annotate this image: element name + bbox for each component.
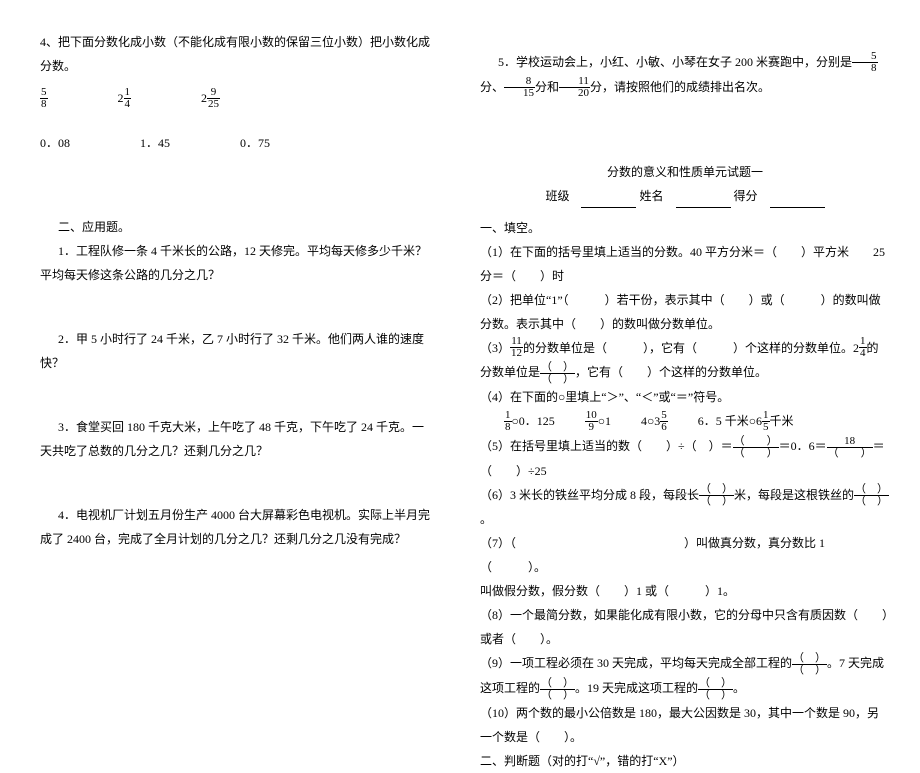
blank-name (676, 193, 731, 208)
fb8: （8）一个最简分数，如果能化成有限小数，它的分母中只含有质因数（ ）或者（ ）。 (480, 603, 890, 651)
label-class: 班级 (545, 189, 569, 203)
blank-frac-1: （ ）（ ） (540, 362, 575, 385)
fb5: （5）在括号里填上适当的数（ ）÷（ ）＝（ ）（ ）＝0．6＝18（ ）＝（ … (480, 434, 890, 483)
frac-18-blank: 18（ ） (827, 436, 873, 459)
page-container: 4、把下面分数化成小数（不能化成有限小数的保留三位小数）把小数化成分数。 58 … (0, 0, 920, 650)
frac-11-12: 1112 (510, 336, 523, 359)
unit-test-title: 分数的意义和性质单元试题一 (480, 160, 890, 184)
fb1: （1）在下面的括号里填上适当的分数。40 平方分米＝（ ）平方米 25 分＝（ … (480, 240, 890, 288)
frac-5-8b: 58 (852, 51, 878, 74)
frac-8-15: 815 (504, 76, 535, 99)
dec-075: 0．75 (240, 131, 270, 155)
fb6: （6）3 米长的铁丝平均分成 8 段，每段长（ ）（ ）米，每段是这根铁丝的（ … (480, 483, 890, 532)
frac-11-20: 1120 (559, 76, 590, 99)
fb7b: 叫做假分数，假分数（ ）1 或（ ）1。 (480, 579, 890, 603)
label-score: 得分 (734, 189, 758, 203)
fb7: （7）（ ）叫做真分数，真分数比 1（ ）。 (480, 531, 890, 579)
mixed-2-9-25: 2925 (201, 86, 220, 111)
dec-145: 1．45 (140, 131, 170, 155)
mixed-2-1-4: 214 (118, 86, 132, 111)
fb3: （3）1112的分数单位是（ ），它有（ ）个这样的分数单位。214的分数单位是… (480, 336, 890, 386)
blank-frac-7: （ ）（ ） (698, 678, 733, 701)
fb10: （10）两个数的最小公倍数是 180，最大公因数是 30，其中一个数是 90，另… (480, 701, 890, 749)
app-q5: 5．学校运动会上，小红、小敏、小琴在女子 200 米赛跑中，分别是58分、815… (480, 50, 890, 100)
fb4-row: 18○0．125 109○1 4○356 6．5 千米○615千米 (480, 409, 890, 434)
section-2-judge: 二、判断题（对的打“√”，错的打“X”） (480, 749, 890, 773)
left-column: 4、把下面分数化成小数（不能化成有限小数的保留三位小数）把小数化成分数。 58 … (0, 0, 460, 650)
blank-score (770, 193, 825, 208)
fb2: （2）把单位“1”（ ）若干份，表示其中（ ）或（ ）的数叫做分数。表示其中（ … (480, 288, 890, 336)
right-column: 5．学校运动会上，小红、小敏、小琴在女子 200 米赛跑中，分别是58分、815… (460, 0, 920, 650)
app-q2: 2．甲 5 小时行了 24 千米，乙 7 小时行了 32 千米。他们两人谁的速度… (40, 327, 430, 375)
frac-5-8: 58 (40, 86, 48, 111)
q4-decimals-row: 0．08 1．45 0．75 (40, 131, 430, 155)
section-1-fill: 一、填空。 (480, 216, 890, 240)
fb4: （4）在下面的○里填上“＞”、“＜”或“＝”符号。 (480, 385, 890, 409)
dec-008: 0．08 (40, 131, 70, 155)
label-name: 姓名 (639, 189, 663, 203)
blank-class (581, 193, 636, 208)
section-2-title: 二、应用题。 (40, 215, 430, 239)
header-row: 班级 姓名 得分 (480, 184, 890, 208)
blank-frac-4: （ ）（ ） (854, 484, 889, 507)
blank-frac-2: （ ）（ ） (733, 436, 779, 459)
blank-frac-3: （ ）（ ） (699, 484, 734, 507)
app-q1: 1．工程队修一条 4 千米长的公路，12 天修完。平均每天修多少千米？平均每天修… (40, 239, 430, 287)
app-q4: 4．电视机厂计划五月份生产 4000 台大屏幕彩色电视机。实际上半月完成了 24… (40, 503, 430, 551)
app-q3: 3．食堂买回 180 千克大米，上午吃了 48 千克，下午吃了 24 千克。一天… (40, 415, 430, 463)
blank-frac-6: （ ）（ ） (540, 678, 575, 701)
fb9: （9）一项工程必须在 30 天完成，平均每天完成全部工程的（ ）（ ）。7 天完… (480, 651, 890, 701)
q4-title: 4、把下面分数化成小数（不能化成有限小数的保留三位小数）把小数化成分数。 (40, 30, 430, 78)
blank-frac-5: （ ）（ ） (792, 653, 827, 676)
frac-1-4: 14 (859, 336, 867, 359)
q4-fractions-row: 58 214 2925 (40, 86, 430, 111)
